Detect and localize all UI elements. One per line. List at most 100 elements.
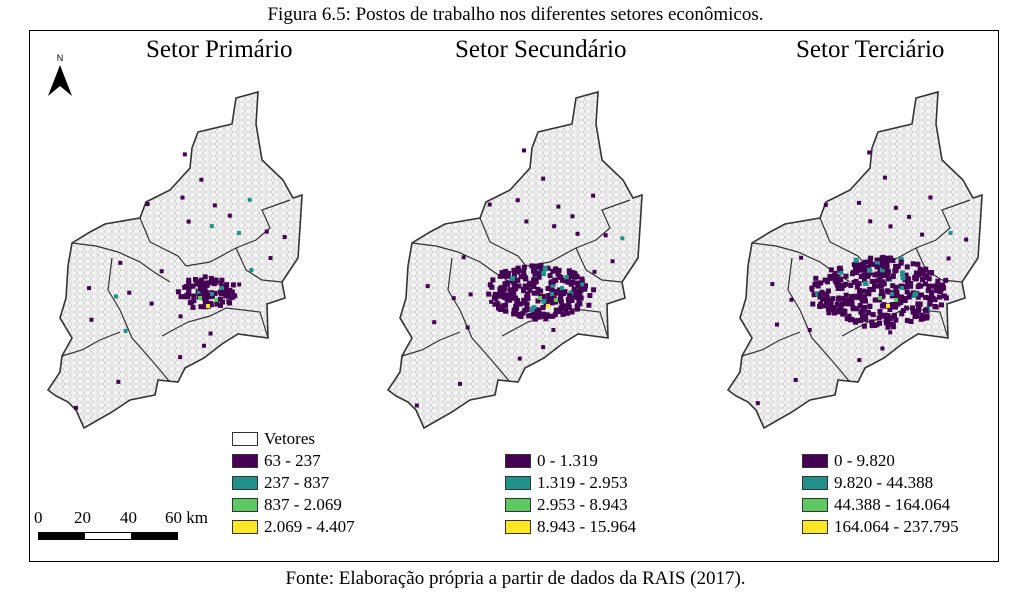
hex-cell — [518, 301, 523, 307]
hex-cell — [218, 291, 224, 297]
hex-cell — [879, 281, 885, 287]
legend-swatch — [505, 498, 531, 512]
hex-cell — [495, 301, 501, 307]
hex-cell — [503, 268, 509, 274]
hex-cell — [836, 296, 841, 302]
hex-cell — [212, 280, 218, 285]
hex-cell — [531, 284, 537, 289]
hex-cell — [549, 287, 555, 293]
hex-cell — [860, 298, 866, 304]
hex-cell — [514, 297, 520, 303]
hex-cell — [538, 262, 544, 268]
hex-cell — [907, 214, 912, 219]
hex-cell — [837, 305, 843, 311]
hex-cell — [208, 331, 213, 336]
hex-cell — [863, 316, 869, 322]
hex-cell — [575, 231, 580, 236]
hex-cell — [524, 285, 529, 290]
hex-cell — [87, 286, 92, 291]
hex-cell — [886, 304, 890, 308]
hex-cell — [497, 273, 503, 279]
hex-cell — [793, 377, 798, 382]
hex-cell — [189, 283, 195, 289]
legend-swatch — [505, 520, 531, 534]
hex-cell — [826, 310, 832, 316]
hex-cell — [799, 255, 804, 260]
hex-cell — [892, 290, 898, 295]
hex-cell — [127, 290, 132, 295]
hex-cell — [865, 289, 871, 295]
hex-cell — [850, 304, 856, 310]
legend-label: 0 - 9.820 — [834, 451, 895, 470]
hex-cell — [882, 313, 888, 319]
hex-cell — [867, 150, 872, 155]
hex-cell — [186, 277, 192, 283]
hex-cell — [610, 259, 615, 264]
region-map-0 — [46, 90, 303, 430]
hex-cell — [774, 322, 779, 327]
source-caption: Fonte: Elaboração própria a partir de da… — [285, 568, 746, 589]
hex-cell — [867, 258, 873, 264]
hex-cell — [511, 290, 517, 296]
hex-cell — [186, 286, 192, 291]
hex-cell — [824, 299, 830, 305]
hex-cell — [465, 325, 470, 330]
hex-cell — [880, 346, 885, 351]
hex-cell — [197, 288, 202, 294]
hex-cell — [893, 317, 899, 323]
hex-cell — [511, 267, 517, 273]
hex-cell — [874, 264, 880, 270]
vector-boundary — [479, 217, 527, 267]
hex-cell — [507, 287, 513, 293]
hex-cell — [828, 267, 834, 273]
hex-cell — [541, 345, 546, 350]
hex-cell — [522, 307, 528, 313]
hex-cell — [591, 193, 596, 198]
hex-cell — [489, 299, 494, 304]
hex-cell — [903, 305, 909, 311]
hex-cell — [182, 152, 187, 157]
hex-cell — [842, 309, 848, 314]
hex-cell — [890, 321, 896, 327]
hex-cell — [592, 269, 597, 274]
hex-cell — [837, 283, 843, 288]
hex-cell — [190, 304, 196, 310]
hex-cell — [524, 219, 529, 224]
hex-cell — [236, 231, 241, 236]
hex-cell — [839, 270, 844, 275]
hex-cell — [542, 266, 548, 272]
hex-cell — [884, 261, 890, 267]
hex-cell — [538, 296, 542, 300]
legend-item: 164.064 - 237.795 — [802, 516, 959, 538]
hex-cell — [874, 322, 880, 328]
hex-cell — [567, 293, 573, 299]
hex-cell — [822, 303, 828, 309]
legend-item: 63 - 237 — [232, 450, 355, 472]
hex-cell — [502, 308, 508, 314]
hex-cell — [574, 306, 580, 312]
hex-cell — [531, 263, 537, 269]
hex-cell — [486, 291, 492, 297]
hex-cell — [548, 298, 554, 304]
hex-cell — [496, 305, 501, 311]
hex-cell — [929, 292, 934, 298]
hex-cell — [807, 327, 812, 332]
hex-cell — [587, 293, 593, 298]
hex-cell — [553, 289, 559, 294]
hex-cell — [209, 279, 215, 285]
hex-cell — [531, 277, 536, 283]
hex-cell — [208, 302, 214, 308]
hex-cell — [89, 317, 94, 322]
scale-tick-20: 20 — [74, 508, 91, 527]
hex-cell — [178, 355, 183, 360]
hex-cell — [825, 288, 831, 294]
hex-cell — [524, 294, 529, 300]
hex-cell — [198, 296, 202, 300]
hex-cell — [545, 286, 551, 291]
hex-cell — [812, 282, 818, 288]
hex-cell — [926, 295, 932, 301]
hex-cell — [880, 254, 886, 260]
hex-cell — [515, 277, 521, 283]
hex-cell — [529, 307, 535, 313]
hex-cell — [877, 320, 882, 326]
